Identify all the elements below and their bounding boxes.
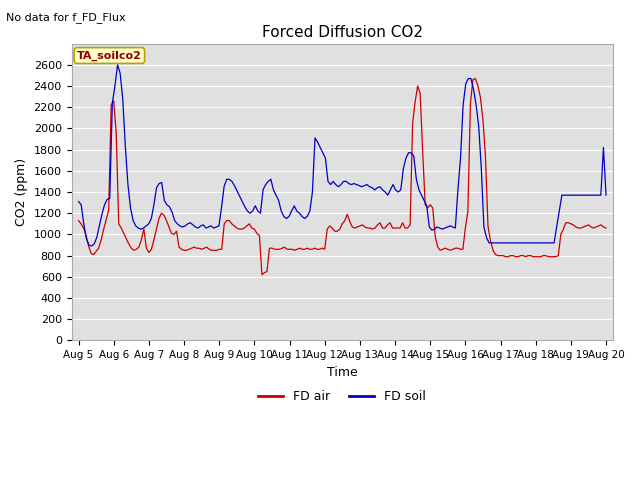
Line: FD soil: FD soil [79,65,606,246]
FD soil [470,86,477,92]
FD soil [602,192,610,198]
Title: Forced Diffusion CO2: Forced Diffusion CO2 [262,24,423,39]
FD air [90,252,97,257]
FD soil [168,209,176,215]
FD soil [220,184,228,190]
FD soil [355,183,363,189]
FD soil [75,199,83,204]
FD air [308,246,316,252]
FD soil [88,243,95,249]
Line: FD air: FD air [79,79,606,275]
FD soil [137,226,145,232]
FD air [258,272,266,277]
FD air [442,245,449,251]
FD air [602,225,610,231]
FD soil [114,62,122,68]
Y-axis label: CO2 (ppm): CO2 (ppm) [15,158,28,226]
Legend: FD air, FD soil: FD air, FD soil [253,385,431,408]
FD air [75,218,83,224]
Text: No data for f_FD_Flux: No data for f_FD_Flux [6,12,126,23]
X-axis label: Time: Time [327,366,358,379]
FD air [557,231,564,237]
FD air [230,223,238,229]
Text: TA_soilco2: TA_soilco2 [77,50,142,60]
FD air [281,244,289,250]
FD soil [345,180,353,186]
FD air [472,76,479,82]
